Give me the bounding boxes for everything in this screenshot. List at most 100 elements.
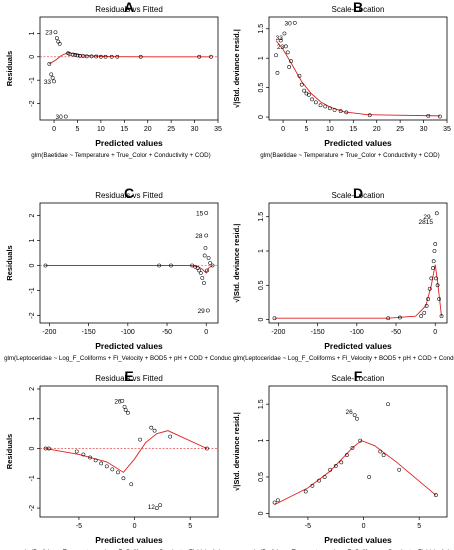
data-point [52, 79, 56, 84]
y-tick-label: -1 [29, 475, 36, 481]
data-point [272, 500, 277, 505]
data-point [424, 303, 429, 308]
x-tick-label: -200 [42, 329, 56, 336]
data-point [306, 92, 311, 97]
data-point [322, 475, 327, 479]
panel-letter: A [124, 0, 134, 15]
smooth-line [274, 440, 437, 506]
x-axis-label: Predicted values [324, 535, 392, 545]
data-point [123, 407, 128, 412]
x-tick-label: -150 [311, 329, 325, 336]
data-point [208, 261, 213, 265]
x-tick-label: -150 [82, 329, 96, 336]
data-point [109, 54, 114, 59]
chart-title: Scale-Location [332, 374, 385, 383]
data-point [89, 54, 94, 59]
data-point [344, 110, 349, 115]
data-point [47, 61, 52, 66]
x-tick-label: -50 [391, 329, 401, 336]
y-tick-label: 0 [29, 446, 36, 450]
data-point [99, 54, 103, 59]
data-point [169, 263, 173, 268]
model-formula: glm(Leptoceridae ~ Log_F_Coliforms + Fl_… [4, 355, 238, 362]
data-point [297, 73, 302, 78]
x-tick-label: 15 [349, 126, 357, 133]
data-point [202, 253, 207, 258]
point-label: 29 [423, 214, 431, 221]
data-point [43, 263, 48, 268]
data-point [275, 71, 280, 75]
y-tick-label: 0 [29, 55, 36, 59]
data-point [292, 21, 297, 25]
panel-letter: D [353, 185, 363, 201]
y-axis-label: √|Std. deviance resid.| [232, 224, 241, 303]
y-tick-label: 0 [258, 115, 265, 119]
y-tick-label: -2 [29, 505, 36, 511]
data-point [138, 437, 142, 442]
data-point [367, 113, 372, 118]
plot-frame [39, 16, 219, 121]
data-point [204, 233, 209, 238]
model-formula: glm(Leptoceridae ~ Log_F_Coliforms + Fl_… [233, 355, 454, 362]
data-point [272, 316, 277, 321]
y-tick-label: -1 [29, 77, 36, 83]
plot-frame [268, 16, 448, 121]
y-tick-label: -2 [29, 312, 36, 318]
data-point [310, 97, 314, 102]
data-point [121, 476, 126, 481]
data-point [158, 503, 163, 507]
point-label: 2815 [419, 219, 434, 226]
data-point [318, 103, 323, 108]
x-tick-label: 35 [214, 126, 222, 133]
chart-title: Residuals vs Fitted [95, 374, 163, 383]
data-point [431, 266, 435, 271]
data-point [209, 54, 213, 59]
data-point [422, 310, 427, 315]
chart-title: Scale-Location [332, 5, 385, 14]
data-point [344, 453, 349, 458]
x-tick-label: 0 [362, 523, 366, 530]
data-point [333, 464, 338, 468]
data-point [419, 314, 423, 319]
y-axis-label: √|Std. deviance resid.| [232, 412, 241, 491]
point-label: 15 [196, 211, 204, 218]
x-tick-label: 0 [433, 329, 437, 336]
data-point [434, 211, 439, 216]
y-axis-label: √|Std. deviance resid.| [232, 29, 241, 108]
data-point [120, 399, 125, 403]
data-point [397, 467, 402, 472]
panel-letter: E [124, 368, 133, 384]
data-point [57, 42, 62, 46]
panel-letter: C [124, 185, 134, 201]
y-tick-label: 1 [258, 56, 265, 60]
y-tick-label: 0 [29, 263, 36, 267]
x-axis-label: Predicted values [95, 535, 163, 545]
data-point [338, 109, 343, 114]
data-point [426, 114, 431, 118]
y-axis-label: Residuals [5, 434, 14, 469]
y-tick-label: 1 [29, 417, 36, 421]
y-tick-label: 0.5 [258, 472, 265, 482]
data-point [204, 446, 209, 451]
x-tick-label: -50 [162, 329, 172, 336]
point-label: 30 [56, 114, 64, 121]
data-point [289, 59, 293, 64]
data-point [138, 54, 143, 59]
point-label: 33 [276, 35, 284, 42]
y-tick-label: 2 [29, 387, 36, 391]
y-tick-label: 2 [29, 213, 36, 217]
plot-frame [39, 202, 219, 324]
data-point [317, 478, 321, 483]
data-point [115, 54, 120, 59]
data-point [323, 104, 328, 109]
y-tick-label: 1 [29, 31, 36, 35]
data-point [282, 31, 287, 36]
data-point [310, 483, 315, 488]
data-point [426, 297, 431, 301]
point-label: 12 [148, 504, 156, 511]
data-point [198, 271, 203, 275]
data-point [313, 100, 318, 105]
y-tick-label: 1 [258, 249, 265, 253]
